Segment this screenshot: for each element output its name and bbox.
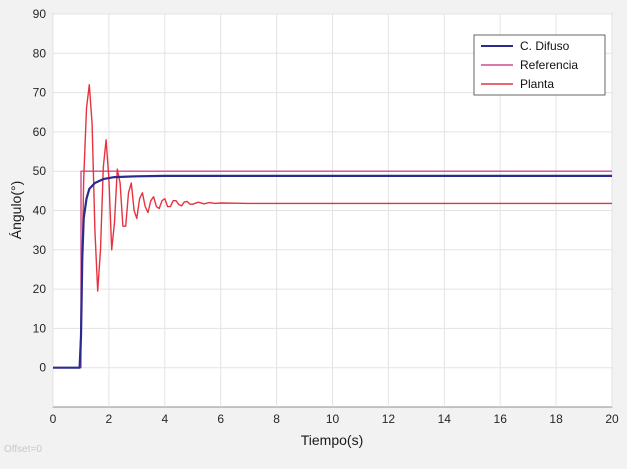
y-tick-label: 20 bbox=[33, 282, 47, 296]
x-tick-label: 20 bbox=[605, 412, 619, 426]
x-tick-label: 2 bbox=[106, 412, 113, 426]
y-tick-label: 10 bbox=[33, 321, 47, 335]
x-axis-label: Tiempo(s) bbox=[301, 432, 364, 448]
x-tick-label: 12 bbox=[382, 412, 396, 426]
x-tick-label: 8 bbox=[273, 412, 280, 426]
y-tick-label: 80 bbox=[33, 46, 47, 60]
series-layer bbox=[53, 83, 612, 369]
x-tick-label: 10 bbox=[326, 412, 340, 426]
legend-label-c-difuso: C. Difuso bbox=[520, 39, 570, 53]
y-tick-label: 0 bbox=[39, 361, 46, 375]
x-tick-label: 0 bbox=[50, 412, 57, 426]
x-tick-label: 16 bbox=[494, 412, 508, 426]
series-line-planta bbox=[53, 83, 612, 369]
legend: C. Difuso Referencia Planta bbox=[473, 34, 606, 96]
offset-label: Offset=0 bbox=[4, 444, 42, 455]
y-tick-label: 70 bbox=[33, 86, 47, 100]
x-tick-label: 18 bbox=[549, 412, 563, 426]
y-tick-label: 40 bbox=[33, 204, 47, 218]
legend-label-planta: Planta bbox=[520, 77, 554, 91]
x-tick-label: 4 bbox=[161, 412, 168, 426]
x-tick-label: 6 bbox=[217, 412, 224, 426]
y-tick-label: 30 bbox=[33, 243, 47, 257]
y-axis-label: Ángulo(°) bbox=[8, 181, 24, 240]
x-tick-label: 14 bbox=[438, 412, 452, 426]
series-line-c-difuso bbox=[53, 174, 612, 369]
y-tick-label: 60 bbox=[33, 125, 47, 139]
y-tick-label: 50 bbox=[33, 164, 47, 178]
y-tick-label: 90 bbox=[33, 7, 47, 21]
tick-labels: 0 2 4 6 8 10 12 14 16 18 20 0 10 20 30 40 50 60 70 80 90 bbox=[33, 7, 619, 426]
legend-label-referencia: Referencia bbox=[520, 58, 578, 72]
